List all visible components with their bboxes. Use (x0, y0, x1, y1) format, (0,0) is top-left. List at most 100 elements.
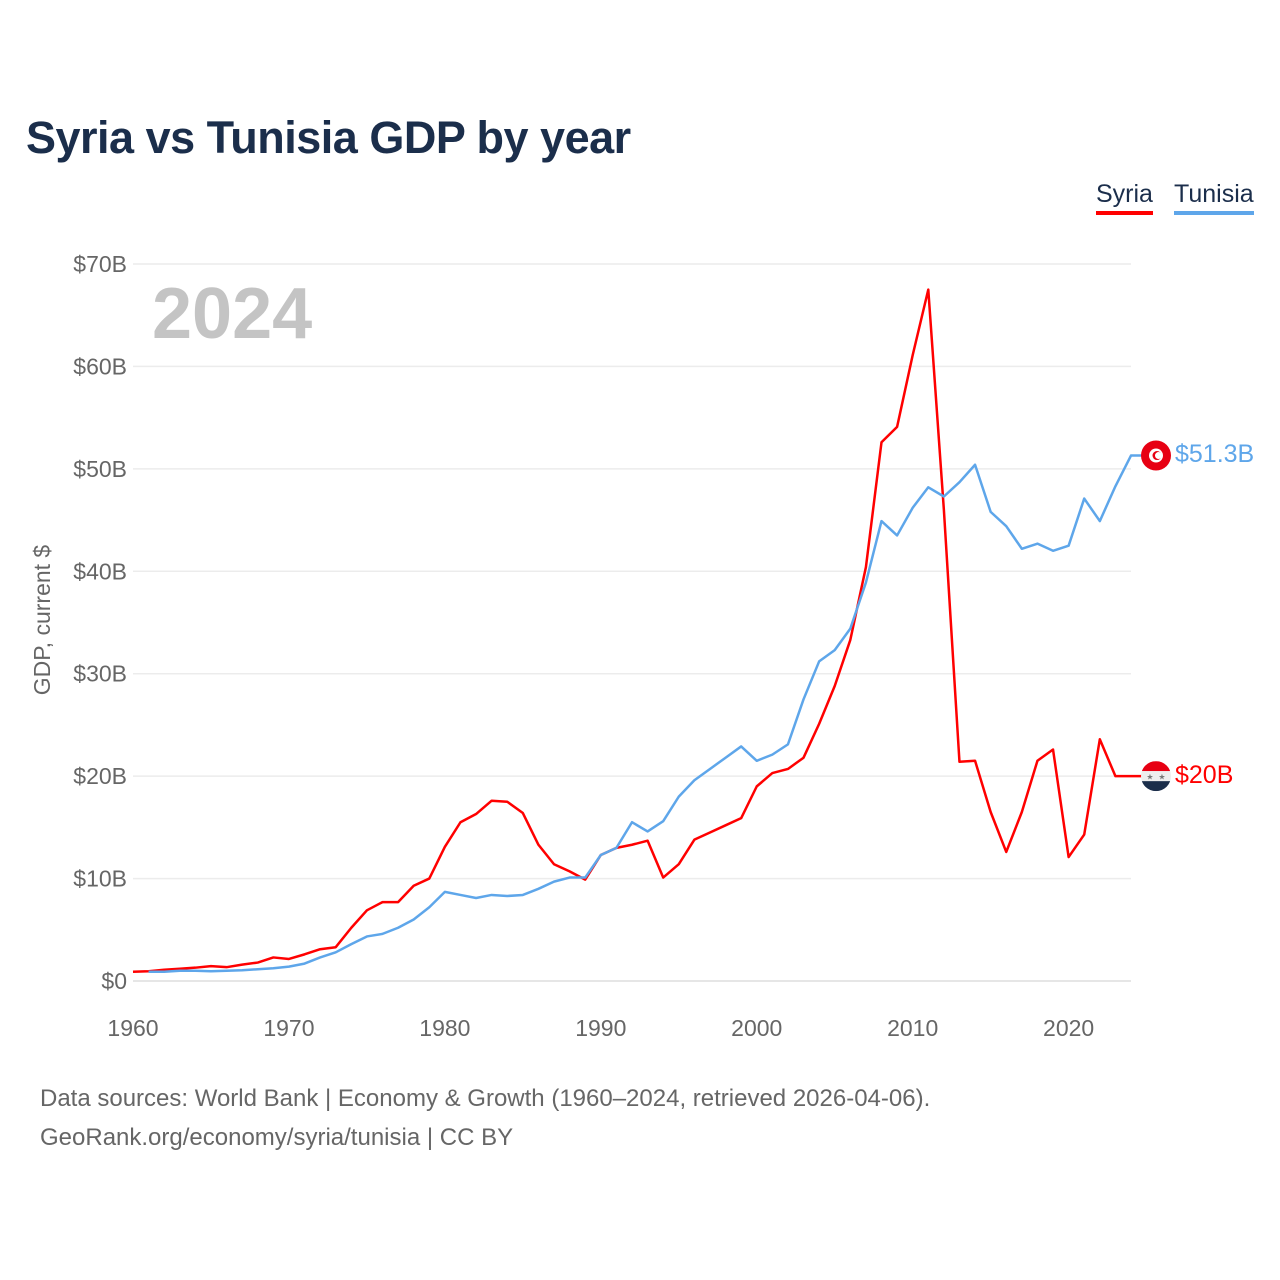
tunisia-point[interactable] (707, 766, 713, 772)
tunisia-point[interactable] (801, 696, 807, 702)
tunisia-point[interactable] (473, 895, 479, 901)
syria-point[interactable] (707, 829, 713, 835)
tunisia-point[interactable] (1019, 546, 1025, 552)
tunisia-point[interactable] (504, 893, 510, 899)
tunisia-point[interactable] (1003, 523, 1009, 529)
tunisia-point[interactable] (192, 968, 198, 974)
tunisia-point[interactable] (208, 968, 214, 974)
tunisia-point[interactable] (567, 875, 573, 881)
syria-point[interactable] (426, 876, 432, 882)
syria-point[interactable] (520, 810, 526, 816)
tunisia-point[interactable] (348, 941, 354, 947)
syria-point[interactable] (130, 969, 136, 975)
tunisia-point[interactable] (411, 917, 417, 923)
syria-point[interactable] (738, 815, 744, 821)
tunisia-point[interactable] (333, 949, 339, 955)
syria-point[interactable] (785, 766, 791, 772)
syria-point[interactable] (1034, 758, 1040, 764)
syria-point[interactable] (816, 721, 822, 727)
tunisia-point[interactable] (847, 626, 853, 632)
tunisia-point[interactable] (1066, 543, 1072, 549)
tunisia-point[interactable] (1097, 518, 1103, 524)
syria-point[interactable] (645, 838, 651, 844)
tunisia-point[interactable] (270, 965, 276, 971)
syria-point[interactable] (457, 819, 463, 825)
tunisia-point[interactable] (239, 967, 245, 973)
syria-point[interactable] (380, 899, 386, 905)
tunisia-point[interactable] (910, 505, 916, 511)
syria-point[interactable] (910, 352, 916, 358)
syria-point[interactable] (255, 960, 261, 966)
syria-point[interactable] (832, 683, 838, 689)
syria-point[interactable] (333, 944, 339, 950)
syria-point[interactable] (1128, 773, 1134, 779)
tunisia-point[interactable] (629, 819, 635, 825)
footer-link[interactable]: GeoRank.org/economy/syria/tunisia | CC B… (40, 1124, 514, 1151)
syria-point[interactable] (442, 844, 448, 850)
tunisia-point[interactable] (1034, 541, 1040, 547)
legend-syria[interactable]: Syria (1096, 180, 1153, 215)
tunisia-point[interactable] (723, 755, 729, 761)
tunisia-point[interactable] (1050, 548, 1056, 554)
syria-point[interactable] (925, 287, 931, 293)
tunisia-point[interactable] (645, 828, 651, 834)
tunisia-point[interactable] (598, 852, 604, 858)
tunisia-point[interactable] (551, 879, 557, 885)
tunisia-point[interactable] (816, 658, 822, 664)
tunisia-point[interactable] (1128, 453, 1134, 459)
tunisia-point[interactable] (972, 462, 978, 468)
syria-point[interactable] (972, 758, 978, 764)
syria-point[interactable] (1112, 773, 1118, 779)
tunisia-point[interactable] (380, 931, 386, 937)
tunisia-point[interactable] (785, 741, 791, 747)
tunisia-point[interactable] (832, 647, 838, 653)
tunisia-point[interactable] (535, 886, 541, 892)
syria-point[interactable] (504, 799, 510, 805)
syria-point[interactable] (411, 883, 417, 889)
syria-point[interactable] (847, 637, 853, 643)
tunisia-point[interactable] (956, 479, 962, 485)
tunisia-point[interactable] (941, 494, 947, 500)
tunisia-point[interactable] (146, 969, 152, 975)
tunisia-point[interactable] (582, 875, 588, 881)
tunisia-point[interactable] (676, 794, 682, 800)
syria-point[interactable] (941, 507, 947, 513)
tunisia-point[interactable] (894, 532, 900, 538)
syria-point[interactable] (489, 798, 495, 804)
tunisia-point[interactable] (426, 904, 432, 910)
syria-point[interactable] (1003, 849, 1009, 855)
tunisia-point[interactable] (879, 518, 885, 524)
syria-point[interactable] (691, 837, 697, 843)
syria-point[interactable] (395, 899, 401, 905)
tunisia-point[interactable] (613, 845, 619, 851)
tunisia-point[interactable] (754, 758, 760, 764)
syria-point[interactable] (286, 956, 292, 962)
syria-point[interactable] (317, 946, 323, 952)
syria-point[interactable] (894, 424, 900, 430)
syria-point[interactable] (629, 842, 635, 848)
tunisia-point[interactable] (317, 954, 323, 960)
tunisia-point[interactable] (489, 892, 495, 898)
syria-point[interactable] (956, 759, 962, 765)
syria-point[interactable] (754, 783, 760, 789)
syria-point[interactable] (302, 951, 308, 957)
syria-point[interactable] (1081, 832, 1087, 838)
tunisia-point[interactable] (177, 968, 183, 974)
syria-point[interactable] (567, 868, 573, 874)
tunisia-point[interactable] (769, 752, 775, 758)
syria-point[interactable] (660, 875, 666, 881)
syria-point[interactable] (676, 861, 682, 867)
tunisia-point[interactable] (520, 892, 526, 898)
tunisia-point[interactable] (691, 777, 697, 783)
tunisia-point[interactable] (395, 925, 401, 931)
tunisia-point[interactable] (457, 892, 463, 898)
syria-point[interactable] (1019, 809, 1025, 815)
syria-point[interactable] (801, 755, 807, 761)
tunisia-point[interactable] (255, 966, 261, 972)
tunisia-point[interactable] (286, 964, 292, 970)
syria-point[interactable] (270, 954, 276, 960)
tunisia-point[interactable] (863, 580, 869, 586)
legend-tunisia[interactable]: Tunisia (1174, 180, 1254, 215)
tunisia-point[interactable] (1081, 496, 1087, 502)
tunisia-point[interactable] (224, 968, 230, 974)
